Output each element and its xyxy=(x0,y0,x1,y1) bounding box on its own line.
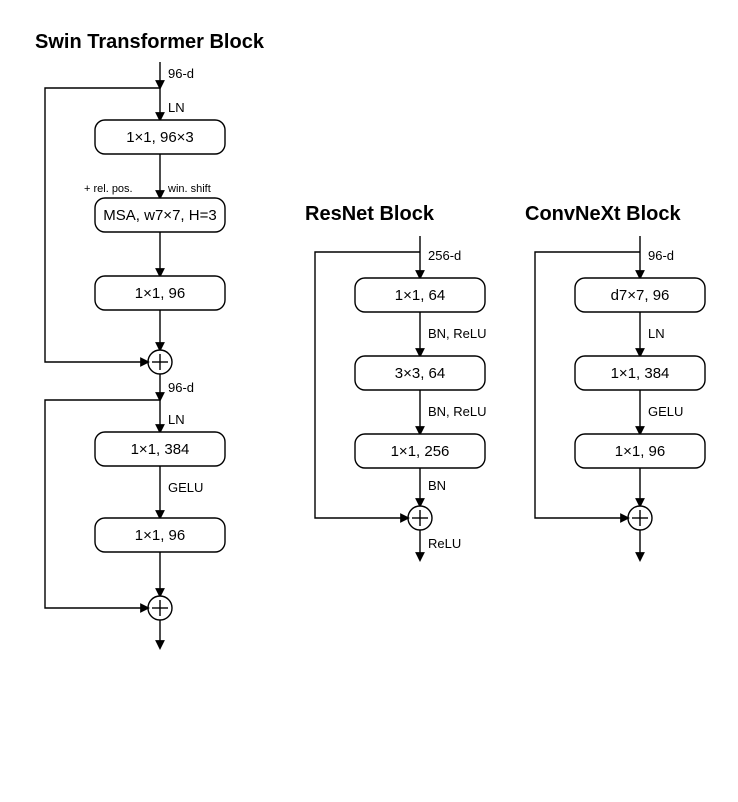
swin-mid-label: 96-d xyxy=(168,380,194,395)
swin-ln1: LN xyxy=(168,100,185,115)
resnet-title: ResNet Block xyxy=(305,203,435,225)
swin-title: Swin Transformer Block xyxy=(35,31,265,53)
convnext-box1-label: d7×7, 96 xyxy=(611,287,670,304)
swin-box5-label: 1×1, 96 xyxy=(135,527,185,544)
resnet-box2-label: 3×3, 64 xyxy=(395,365,445,382)
block-diagram: Swin Transformer Block 96-d LN 1×1, 96×3… xyxy=(20,20,738,782)
swin-ln2: LN xyxy=(168,412,185,427)
swin-box2-label: MSA, w7×7, H=3 xyxy=(103,207,216,224)
swin-winshift: win. shift xyxy=(167,183,211,195)
resnet-side2: BN, ReLU xyxy=(428,404,487,419)
swin-relpos: + rel. pos. xyxy=(84,183,133,195)
resnet-box1-label: 1×1, 64 xyxy=(395,287,445,304)
convnext-box3-label: 1×1, 96 xyxy=(615,443,665,460)
resnet-box3-label: 1×1, 256 xyxy=(391,443,450,460)
convnext-box2-label: 1×1, 384 xyxy=(611,365,670,382)
swin-box4-label: 1×1, 384 xyxy=(131,441,190,458)
resnet-side3: BN xyxy=(428,478,446,493)
swin-box1-label: 1×1, 96×3 xyxy=(126,129,194,146)
swin-input-label: 96-d xyxy=(168,66,194,81)
convnext-side1: LN xyxy=(648,326,665,341)
swin-gelu: GELU xyxy=(168,480,203,495)
swin-box3-label: 1×1, 96 xyxy=(135,285,185,302)
convnext-title: ConvNeXt Block xyxy=(525,203,681,225)
convnext-input-label: 96-d xyxy=(648,248,674,263)
resnet-side1: BN, ReLU xyxy=(428,326,487,341)
convnext-side2: GELU xyxy=(648,404,683,419)
resnet-input-label: 256-d xyxy=(428,248,461,263)
resnet-relu-out: ReLU xyxy=(428,536,461,551)
swin-skip2 xyxy=(45,400,160,608)
